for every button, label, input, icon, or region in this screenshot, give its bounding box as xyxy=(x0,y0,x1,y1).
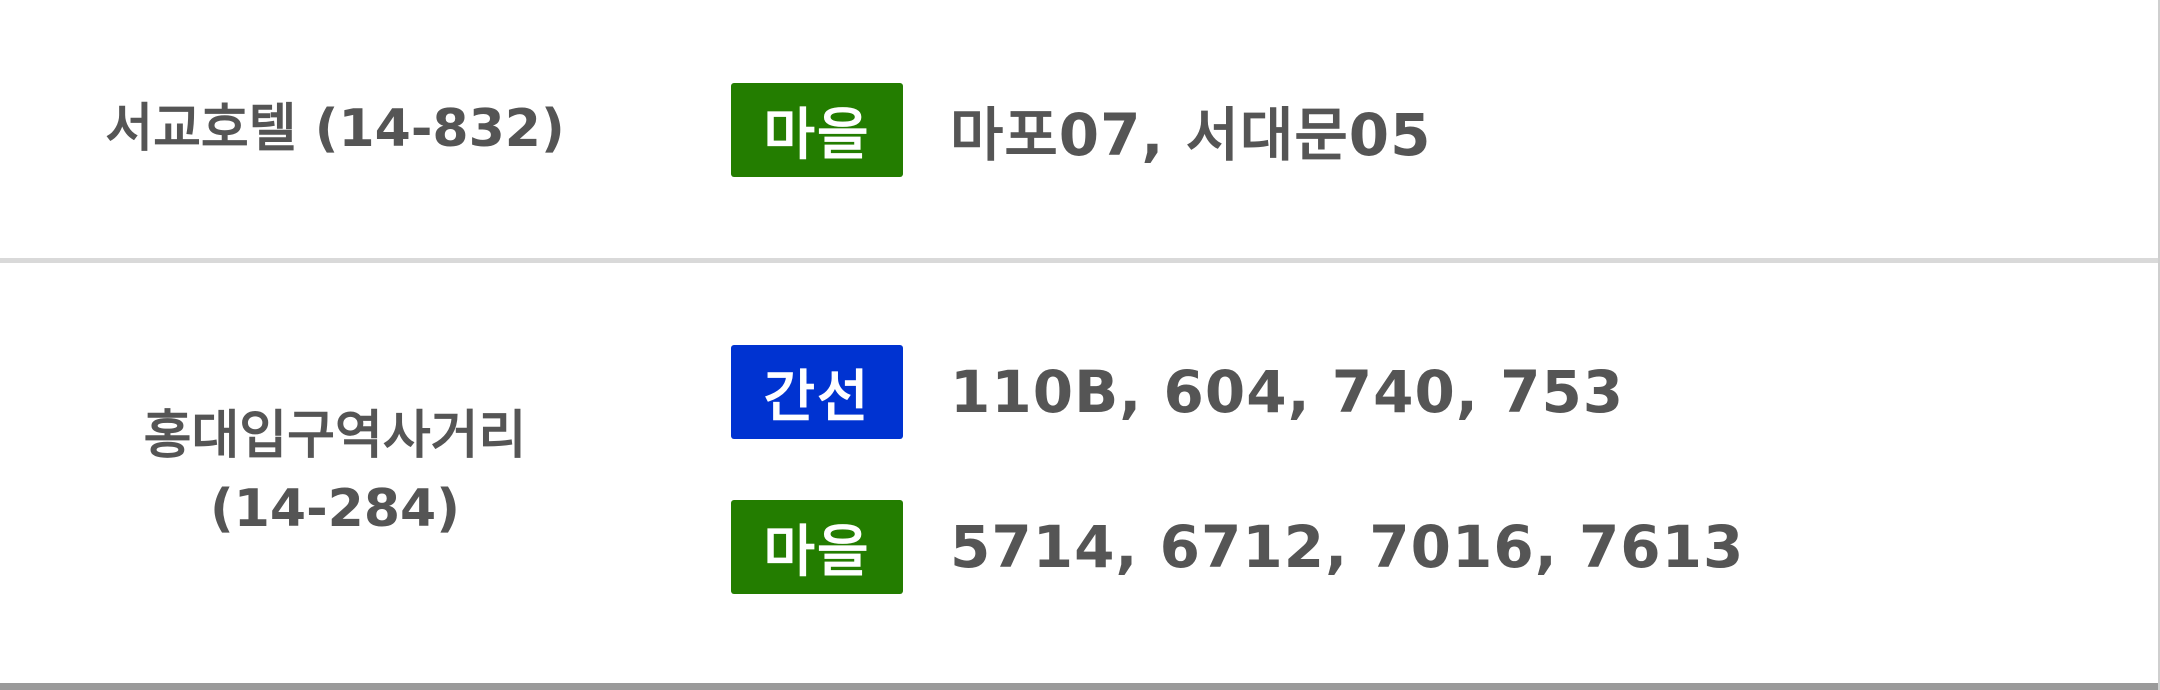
stop-name: 홍대입구역사거리 (14-284) xyxy=(0,263,670,683)
route-group: 마을 마포07, 서대문05 xyxy=(731,83,1431,177)
table-row: 홍대입구역사거리 (14-284) 간선 110B, 604, 740, 753… xyxy=(0,263,2158,690)
table-row: 서교호텔 (14-832) 마을 마포07, 서대문05 xyxy=(0,0,2158,263)
route-numbers: 5714, 6712, 7016, 7613 xyxy=(950,513,1745,581)
village-bus-badge: 마을 xyxy=(731,83,903,177)
stop-name-label: 홍대입구역사거리 xyxy=(143,406,527,467)
stop-name: 서교호텔 (14-832) xyxy=(0,0,670,258)
stop-name-label: 서교호텔 (14-832) xyxy=(105,98,565,159)
route-numbers: 110B, 604, 740, 753 xyxy=(950,358,1625,426)
route-group: 마을 5714, 6712, 7016, 7613 xyxy=(731,500,1744,594)
stop-id-label: (14-284) xyxy=(209,479,460,539)
route-group: 간선 110B, 604, 740, 753 xyxy=(731,345,1624,439)
route-numbers: 마포07, 서대문05 xyxy=(950,101,1432,169)
village-bus-badge: 마을 xyxy=(731,500,903,594)
trunk-bus-badge: 간선 xyxy=(731,345,903,439)
